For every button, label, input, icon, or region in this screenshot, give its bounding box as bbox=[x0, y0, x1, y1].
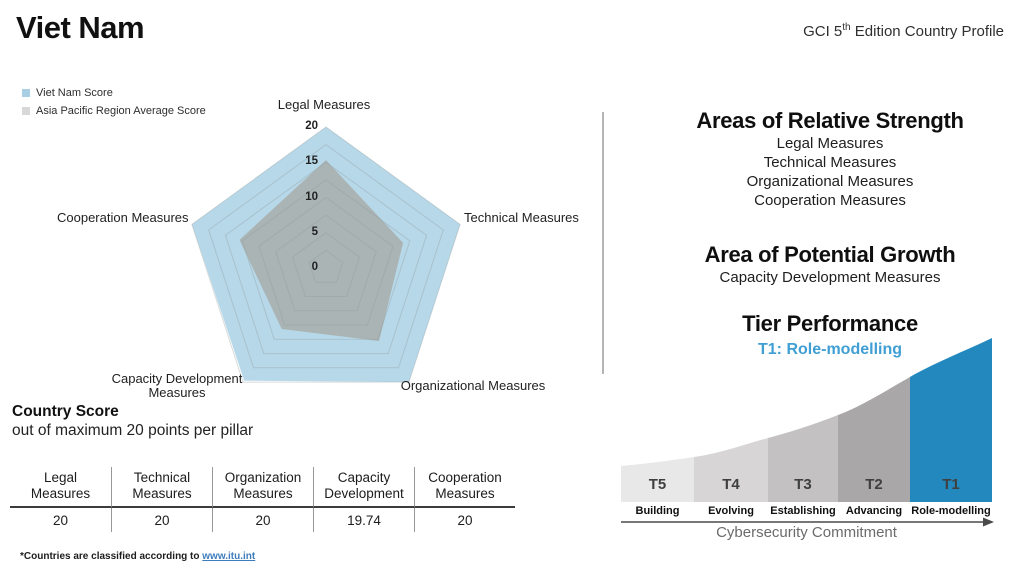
strength-item: Legal Measures bbox=[776, 135, 884, 152]
score-value-technical: 20 bbox=[111, 508, 212, 532]
radar-gridline bbox=[275, 214, 377, 312]
tier-code-t3: T3 bbox=[794, 476, 812, 493]
axis-label-organizational: Organizational Measures bbox=[400, 378, 546, 393]
legend-item-vietnam: Viet Nam Score bbox=[22, 87, 113, 99]
strength-item: Cooperation Measures bbox=[754, 192, 906, 209]
tier-steps-svg bbox=[621, 338, 992, 502]
strengths-block: Areas of Relative Strength Legal Measure… bbox=[620, 108, 1024, 210]
legend-label: Viet Nam Score bbox=[36, 87, 113, 99]
tier-name-t2: Advancing bbox=[845, 505, 903, 517]
radar-gridline bbox=[258, 196, 394, 326]
score-value-legal: 20 bbox=[52, 513, 69, 528]
growth-title: Area of Potential Growth bbox=[704, 242, 956, 267]
radar-tick-0: 0 bbox=[311, 261, 318, 273]
tier-name-t5: Building bbox=[635, 505, 680, 517]
strength-item: Technical Measures bbox=[763, 154, 897, 171]
legend-item-region-average: Asia Pacific Region Average Score bbox=[22, 105, 206, 117]
edition-superscript: th bbox=[842, 22, 851, 33]
score-col-header-cooperation: Cooperation Measures bbox=[414, 467, 515, 508]
country-score-heading: Country Score out of maximum 20 points p… bbox=[12, 403, 253, 440]
footnote: *Countries are classified according to w… bbox=[20, 551, 255, 562]
radar-svg bbox=[191, 126, 461, 383]
legend-swatch-region-average bbox=[22, 107, 30, 115]
vertical-divider bbox=[602, 112, 604, 374]
tier-block: Tier Performance T1: Role-modelling bbox=[620, 311, 1024, 359]
radar-chart: 20 15 10 5 0 Legal Measures Technical Measur… bbox=[57, 85, 579, 405]
legend-swatch-vietnam bbox=[22, 89, 30, 97]
axis-label-cooperation: Cooperation Measures bbox=[57, 210, 189, 225]
itu-link[interactable]: www.itu.int bbox=[202, 551, 256, 562]
radar-gridline bbox=[308, 249, 344, 283]
radar-gridline bbox=[224, 161, 428, 355]
country-score-subtitle: out of maximum 20 points per pillar bbox=[12, 422, 254, 439]
radar-tick-5: 5 bbox=[311, 225, 318, 238]
radar-tick-15: 15 bbox=[305, 155, 318, 168]
country-score-table: Legal Measures Technical Measures Organiza… bbox=[10, 467, 515, 532]
footnote-text: *Countries are classified according to bbox=[20, 551, 203, 562]
radar-tick-20: 20 bbox=[305, 120, 318, 132]
score-col-header-technical: Technical Measures bbox=[111, 467, 212, 508]
legend-label: Asia Pacific Region Average Score bbox=[36, 105, 206, 117]
radar-gridline bbox=[208, 143, 444, 369]
tier-subtitle: T1: Role-modelling bbox=[758, 341, 902, 358]
tier-code-t4: T4 bbox=[722, 476, 740, 493]
axis-label-legal: Legal Measures bbox=[277, 97, 371, 112]
tier-chart: T5 T4 T3 T2 T1 Building Evolving Establishing A… bbox=[612, 330, 1012, 545]
tier-code-t5: T5 bbox=[648, 476, 667, 493]
tier-name-t4: Evolving bbox=[708, 505, 754, 517]
country-score-title: Country Score bbox=[12, 403, 119, 420]
edition-prefix: GCI 5 bbox=[803, 23, 843, 40]
score-value-capacity: 19.74 bbox=[313, 508, 414, 532]
tier-name-t1: Role-modelling bbox=[911, 505, 991, 517]
radar-gridline bbox=[291, 232, 361, 297]
tier-code-t2: T2 bbox=[865, 476, 883, 493]
edition-label: GCI 5th Edition Country Profile bbox=[803, 22, 1004, 40]
growth-item: Capacity Development Measures bbox=[719, 269, 941, 286]
edition-suffix: Edition Country Profile bbox=[850, 23, 1004, 40]
tier-code-t1: T1 bbox=[942, 476, 960, 493]
score-value-organization: 20 bbox=[212, 508, 313, 532]
radar-tick-10: 10 bbox=[305, 190, 318, 203]
radar-gridline bbox=[191, 126, 461, 383]
score-value-cooperation: 20 bbox=[414, 508, 515, 532]
tier-axis-label: Cybersecurity Commitment bbox=[716, 524, 897, 541]
strength-item: Organizational Measures bbox=[746, 173, 914, 190]
score-col-header-capacity: Capacity Development bbox=[313, 467, 414, 508]
page-title: Viet Nam bbox=[16, 10, 145, 45]
tier-title: Tier Performance bbox=[742, 311, 918, 336]
radar-series-region-average bbox=[239, 160, 404, 341]
commitment-arrow bbox=[621, 517, 994, 527]
radar-gridline bbox=[241, 179, 411, 340]
score-col-header-organization: Organization Measures bbox=[212, 467, 313, 508]
strengths-title: Areas of Relative Strength bbox=[696, 108, 964, 133]
tier-name-t3: Establishing bbox=[770, 505, 836, 517]
score-col-header-legal: Legal Measures bbox=[10, 467, 111, 508]
axis-label-capacity: Capacity Development Measures bbox=[111, 371, 243, 400]
axis-label-technical: Technical Measures bbox=[464, 210, 579, 225]
growth-block: Area of Potential Growth Capacity Develo… bbox=[620, 242, 1024, 287]
